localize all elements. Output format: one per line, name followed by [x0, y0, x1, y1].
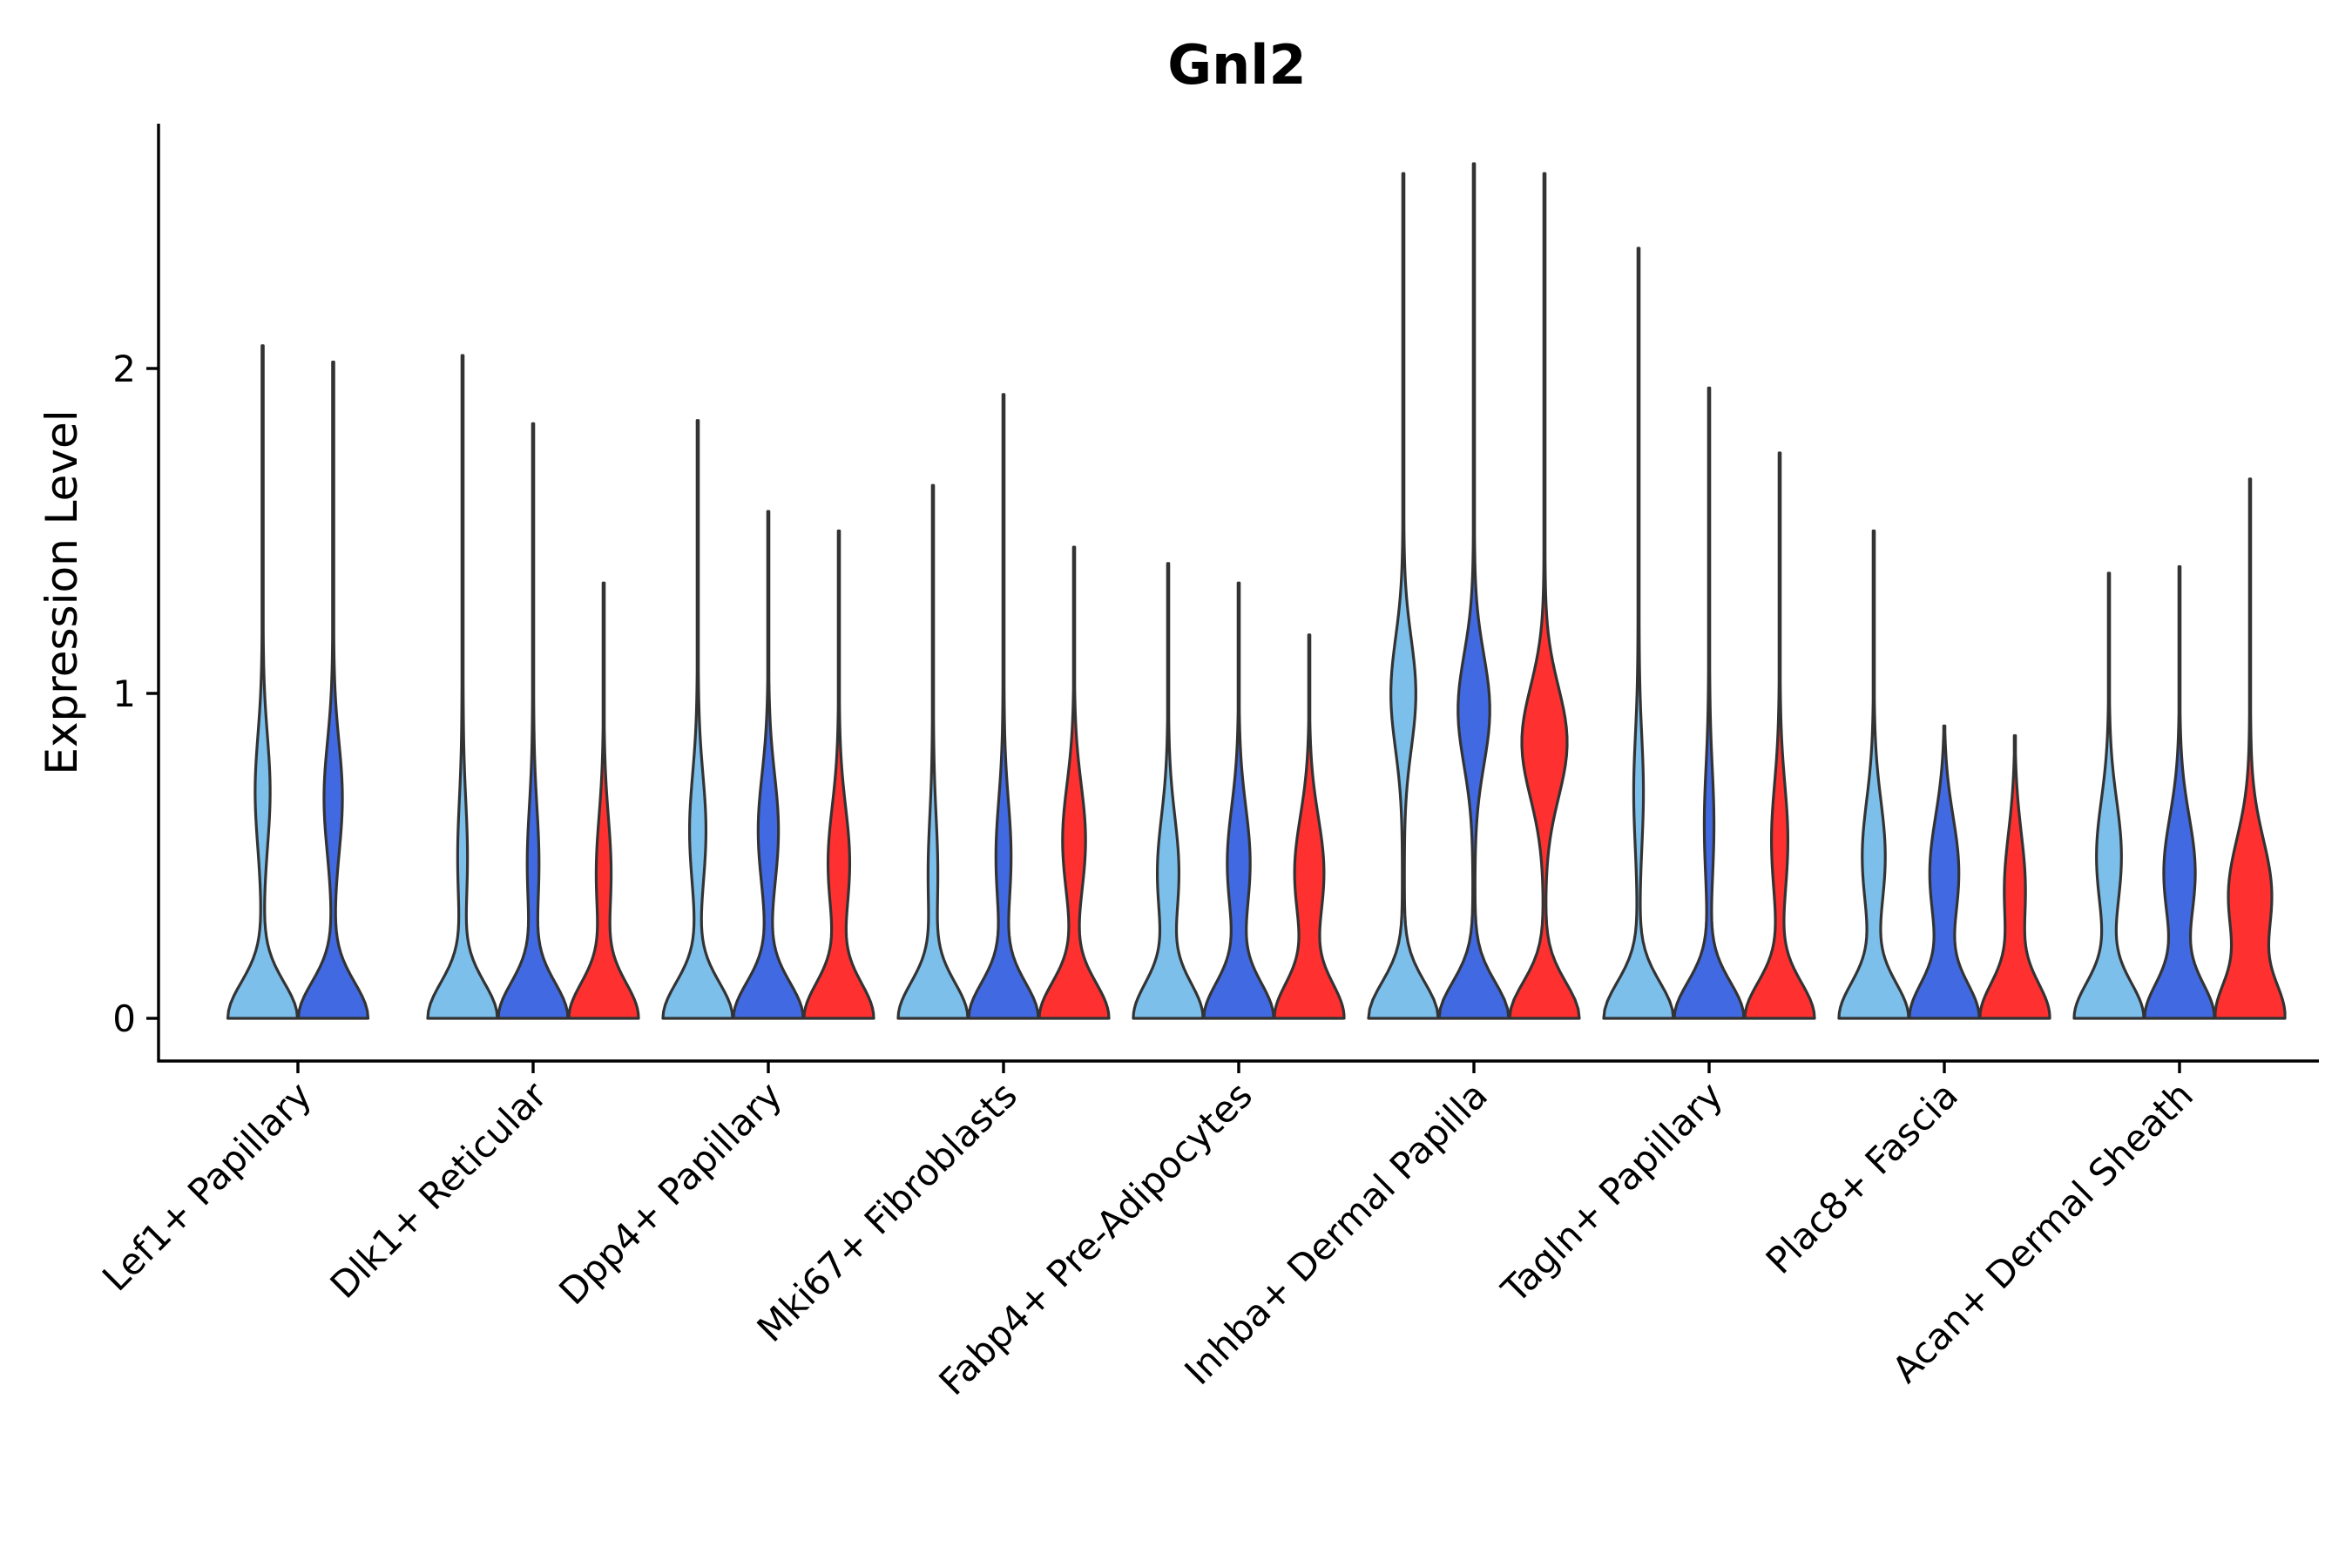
x-tick-label: Plac8+ Fascia	[1758, 1073, 1966, 1281]
violin-8-group-1	[1837, 529, 1910, 1020]
violin-layer	[226, 162, 2287, 1020]
violin-3-group-2	[732, 510, 805, 1020]
x-tick-label: Tagln+ Papillary	[1493, 1073, 1731, 1311]
violin-1-group-2	[296, 360, 370, 1020]
violin-3-group-1	[661, 419, 734, 1020]
x-tick-label: Dpp4+ Papillary	[551, 1073, 790, 1313]
violin-4-group-3	[1037, 545, 1111, 1020]
y-tick-label: 0	[112, 997, 136, 1040]
chart-title: Gnl2	[1167, 33, 1306, 97]
violin-7-group-2	[1673, 386, 1746, 1020]
violin-3-group-3	[802, 529, 875, 1020]
violin-5-group-1	[1132, 562, 1205, 1020]
violin-9-group-1	[2072, 571, 2146, 1020]
violin-6-group-2	[1437, 162, 1511, 1020]
violin-9-group-3	[2213, 477, 2287, 1020]
violin-5-group-3	[1273, 633, 1346, 1020]
violin-2-group-1	[426, 354, 499, 1020]
violin-6-group-3	[1508, 172, 1581, 1020]
violin-9-group-2	[2143, 564, 2216, 1020]
violin-4-group-1	[896, 483, 970, 1020]
violin-6-group-1	[1367, 172, 1440, 1020]
violin-7-group-3	[1743, 451, 1816, 1020]
y-axis-label: Expression Level	[37, 409, 87, 774]
violin-7-group-1	[1602, 247, 1675, 1020]
violin-8-group-3	[1978, 733, 2051, 1020]
violin-8-group-2	[1908, 724, 1981, 1020]
violin-2-group-2	[497, 422, 570, 1020]
x-tick-label: Dlk1+ Reticular	[322, 1073, 556, 1307]
x-tick-label: Mki67+ Fibroblasts	[749, 1073, 1025, 1349]
y-tick-label: 1	[112, 672, 136, 715]
axis-lines	[157, 124, 2319, 1063]
violin-4-group-2	[967, 393, 1040, 1020]
x-tick-label: Lef1+ Papillary	[94, 1073, 320, 1299]
violin-1-group-1	[226, 344, 300, 1020]
violin-2-group-3	[567, 581, 640, 1020]
y-tick-label: 2	[112, 348, 136, 390]
violin-5-group-2	[1202, 581, 1275, 1020]
